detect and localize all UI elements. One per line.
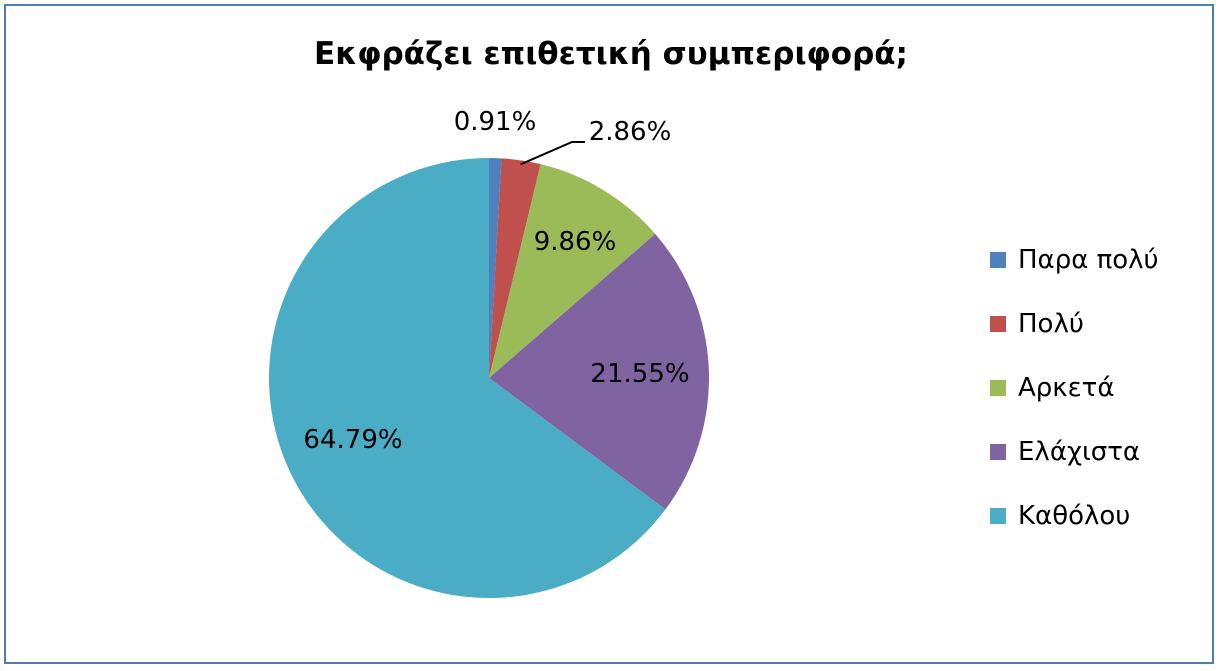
pie-slice-5 xyxy=(268,158,666,598)
legend: Παρα πολύ Πολύ Αρκετά Ελάχιστα Καθόλου xyxy=(990,228,1159,548)
data-label-3: 9.86% xyxy=(534,227,617,257)
leader-line-2 xyxy=(520,141,585,166)
pie-slice-4 xyxy=(489,233,709,510)
pie-slice-1 xyxy=(489,158,502,378)
data-label-2: 2.86% xyxy=(589,117,672,147)
legend-swatch xyxy=(990,444,1006,460)
legend-label: Παρα πολύ xyxy=(1018,245,1159,275)
legend-swatch xyxy=(990,508,1006,524)
legend-label: Αρκετά xyxy=(1018,373,1115,403)
legend-label: Ελάχιστα xyxy=(1018,437,1141,467)
data-label-1: 0.91% xyxy=(454,107,537,137)
legend-label: Πολύ xyxy=(1018,309,1084,339)
legend-item-4: Ελάχιστα xyxy=(990,420,1159,484)
legend-item-2: Πολύ xyxy=(990,292,1159,356)
data-label-5: 64.79% xyxy=(303,425,402,455)
legend-item-1: Παρα πολύ xyxy=(990,228,1159,292)
legend-swatch xyxy=(990,380,1006,396)
legend-swatch xyxy=(990,252,1006,268)
legend-label: Καθόλου xyxy=(1018,501,1131,531)
pie-slice-2 xyxy=(489,158,541,378)
legend-item-3: Αρκετά xyxy=(990,356,1159,420)
legend-swatch xyxy=(990,316,1006,332)
pie-slice-3 xyxy=(489,164,656,378)
chart-title: Εκφράζει επιθετική συμπεριφορά; xyxy=(314,36,908,72)
data-label-4: 21.55% xyxy=(590,359,689,389)
legend-item-5: Καθόλου xyxy=(990,484,1159,548)
